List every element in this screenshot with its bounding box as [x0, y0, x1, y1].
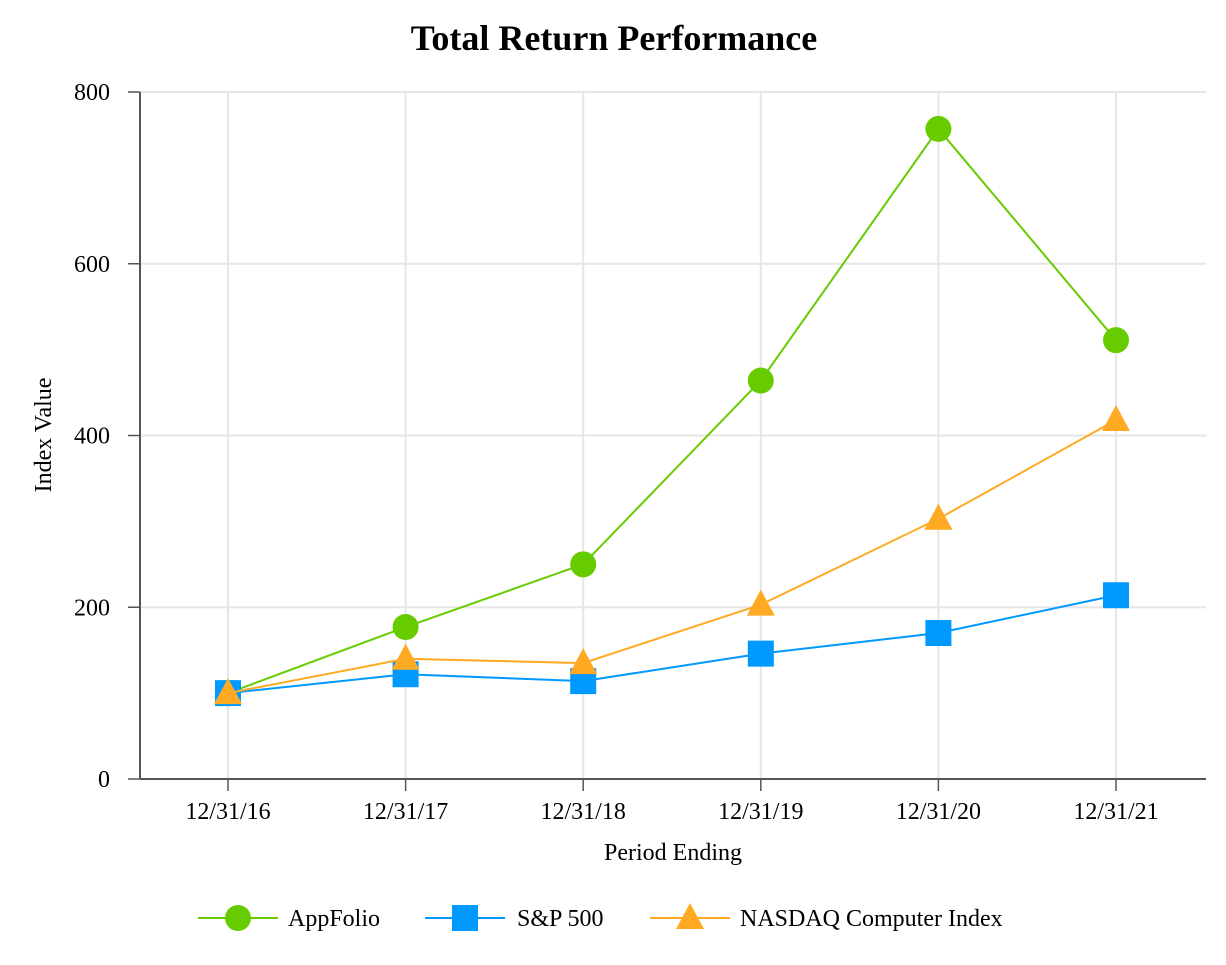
series-appfolio [215, 115, 1129, 707]
series-line [227, 419, 1117, 695]
x-tick-label: 12/31/18 [541, 799, 626, 825]
legend-marker [452, 905, 478, 931]
series-line [227, 594, 1117, 695]
series-line [227, 127, 1117, 695]
grid [140, 91, 1206, 779]
data-point [570, 551, 597, 578]
legend-label: AppFolio [288, 906, 380, 932]
data-point [747, 640, 774, 667]
x-axis-label: Period Ending [604, 840, 742, 866]
y-axis-label: Index Value [31, 378, 57, 493]
y-tick-label: 800 [74, 80, 110, 106]
x-tick-label: 12/31/17 [363, 799, 448, 825]
legend-marker [676, 903, 704, 929]
data-point [925, 115, 952, 142]
series-nasdaq-computer-index [214, 405, 1130, 705]
data-point [1103, 582, 1129, 609]
axes [128, 91, 1206, 791]
data-point [746, 589, 775, 616]
data-point [747, 367, 774, 394]
data-point [214, 678, 242, 705]
y-tick-label: 600 [74, 252, 110, 278]
data-point [1102, 405, 1130, 432]
x-tick-label: 12/31/20 [896, 799, 981, 825]
legend-item: S&P 500 [425, 905, 603, 932]
y-tick-label: 200 [74, 595, 110, 621]
data-point [392, 614, 419, 641]
legend-marker [225, 905, 251, 931]
y-tick-label: 400 [74, 424, 110, 450]
y-tick-label: 0 [98, 767, 110, 793]
legend-label: NASDAQ Computer Index [740, 906, 1003, 932]
x-tick-label: 12/31/21 [1073, 799, 1158, 825]
series-s-p-500 [215, 582, 1129, 707]
legend-label: S&P 500 [517, 906, 603, 932]
x-tick-label: 12/31/16 [185, 799, 270, 825]
data-point [925, 620, 952, 647]
legend-item: NASDAQ Computer Index [650, 903, 1003, 932]
legend: AppFolio S&P 500 NASDAQ Computer Index [198, 903, 1003, 932]
legend-item: AppFolio [198, 905, 380, 932]
series [214, 115, 1130, 707]
data-point [1103, 327, 1129, 354]
data-point [391, 643, 420, 670]
data-point [569, 648, 598, 675]
tick-labels: 0 200 400 600 800 12/31/16 12/31/17 12/31/18 12/… [74, 80, 1159, 825]
x-tick-label: 12/31/19 [718, 799, 803, 825]
chart-title: Total Return Performance [411, 18, 818, 58]
data-point [924, 503, 953, 530]
